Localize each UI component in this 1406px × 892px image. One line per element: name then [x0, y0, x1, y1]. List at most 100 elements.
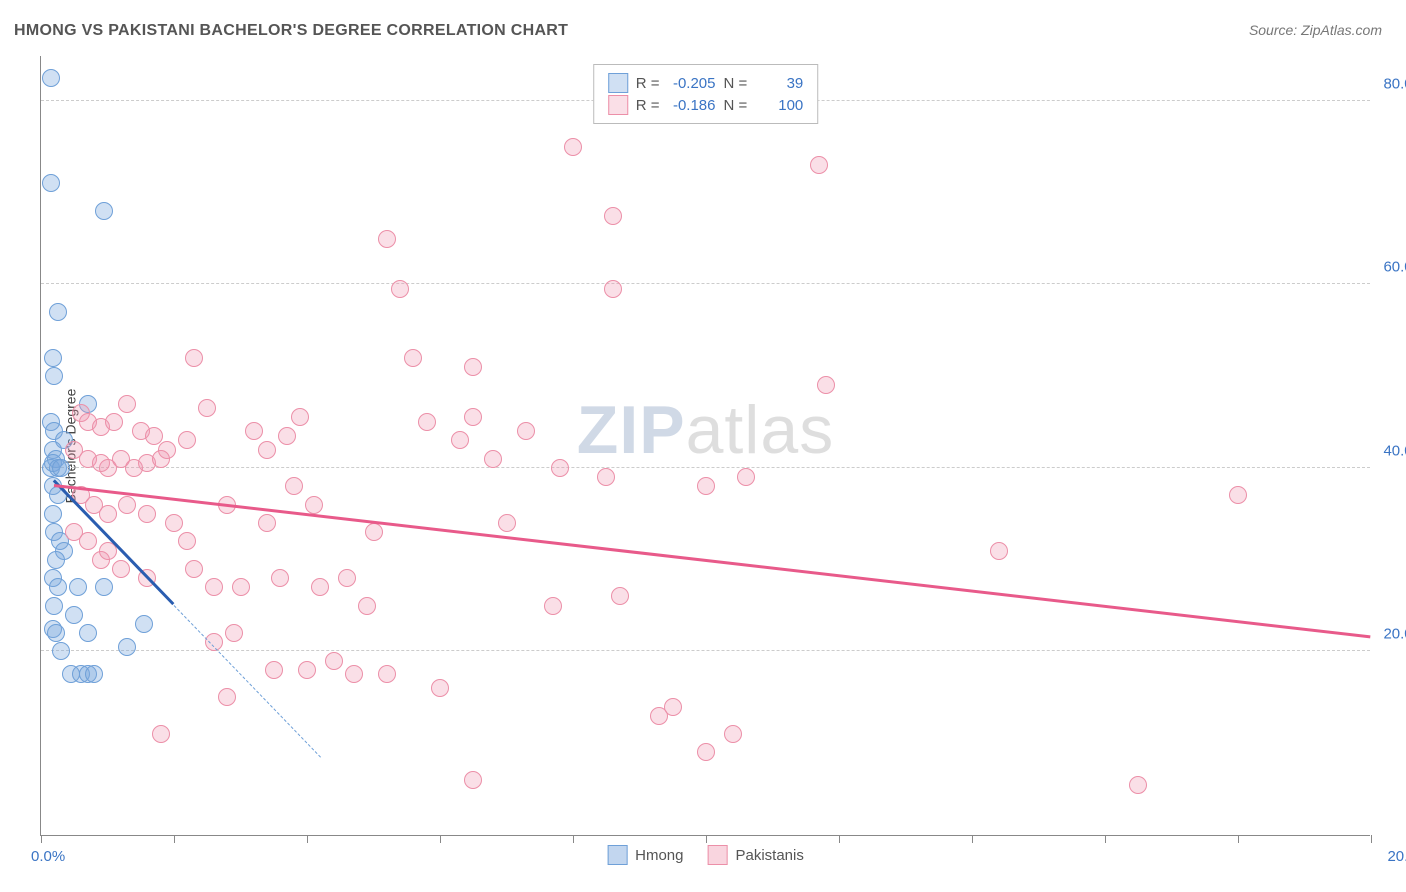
data-point	[118, 395, 136, 413]
data-point	[232, 578, 250, 596]
legend-row-pakistani: R = -0.186 N = 100	[608, 95, 804, 115]
data-point	[1229, 486, 1247, 504]
data-point	[152, 450, 170, 468]
data-point	[604, 207, 622, 225]
data-point	[118, 638, 136, 656]
legend-n-label: N =	[724, 97, 748, 114]
data-point	[285, 477, 303, 495]
data-point	[564, 138, 582, 156]
data-point	[135, 615, 153, 633]
legend-n-label: N =	[724, 75, 748, 92]
data-point	[79, 624, 97, 642]
data-point	[498, 514, 516, 532]
data-point	[42, 174, 60, 192]
data-point	[42, 69, 60, 87]
data-point	[484, 450, 502, 468]
data-point	[737, 468, 755, 486]
legend-swatch-hmong	[608, 73, 628, 93]
data-point	[597, 468, 615, 486]
data-point	[817, 376, 835, 394]
data-point	[47, 551, 65, 569]
data-point	[544, 597, 562, 615]
data-point	[69, 578, 87, 596]
data-point	[165, 514, 183, 532]
data-point	[338, 569, 356, 587]
data-point	[205, 578, 223, 596]
data-point	[185, 560, 203, 578]
data-point	[49, 303, 67, 321]
data-point	[378, 665, 396, 683]
legend-n-value-hmong: 39	[755, 75, 803, 92]
data-point	[325, 652, 343, 670]
y-tick-label: 20.0%	[1383, 626, 1406, 643]
data-point	[697, 743, 715, 761]
data-point	[45, 597, 63, 615]
data-point	[298, 661, 316, 679]
y-tick-label: 60.0%	[1383, 259, 1406, 276]
data-point	[265, 661, 283, 679]
data-point	[152, 725, 170, 743]
data-point	[611, 587, 629, 605]
data-point	[85, 665, 103, 683]
legend-label-hmong: Hmong	[635, 847, 683, 864]
data-point	[225, 624, 243, 642]
data-point	[358, 597, 376, 615]
data-point	[517, 422, 535, 440]
data-point	[218, 688, 236, 706]
legend-n-value-pakistani: 100	[755, 97, 803, 114]
data-point	[245, 422, 263, 440]
legend-item-pakistani: Pakistanis	[707, 845, 803, 865]
legend-row-hmong: R = -0.205 N = 39	[608, 73, 804, 93]
legend-item-hmong: Hmong	[607, 845, 683, 865]
data-point	[404, 349, 422, 367]
data-point	[178, 431, 196, 449]
data-point	[1129, 776, 1147, 794]
data-point	[47, 624, 65, 642]
data-point	[464, 771, 482, 789]
data-point	[95, 578, 113, 596]
data-point	[305, 496, 323, 514]
y-tick-label: 80.0%	[1383, 75, 1406, 92]
data-point	[278, 427, 296, 445]
source-label: Source: ZipAtlas.com	[1249, 22, 1382, 38]
data-point	[178, 532, 196, 550]
data-point	[65, 606, 83, 624]
legend-r-label: R =	[636, 97, 660, 114]
data-point	[464, 358, 482, 376]
data-point	[258, 514, 276, 532]
data-point	[271, 569, 289, 587]
data-point	[44, 349, 62, 367]
scatter-chart: Bachelor's Degree ZIPatlas R = -0.205 N …	[40, 56, 1370, 836]
data-point	[185, 349, 203, 367]
data-point	[451, 431, 469, 449]
data-point	[205, 633, 223, 651]
data-point	[198, 399, 216, 417]
correlation-legend: R = -0.205 N = 39 R = -0.186 N = 100	[593, 64, 819, 124]
data-point	[44, 505, 62, 523]
chart-title: HMONG VS PAKISTANI BACHELOR'S DEGREE COR…	[14, 22, 568, 40]
data-point	[52, 642, 70, 660]
data-point	[990, 542, 1008, 560]
x-axis-label-min: 0.0%	[31, 848, 65, 865]
data-point	[464, 408, 482, 426]
legend-label-pakistani: Pakistanis	[735, 847, 803, 864]
legend-swatch-pakistani	[707, 845, 727, 865]
data-point	[112, 560, 130, 578]
watermark-atlas: atlas	[686, 392, 835, 468]
data-point	[258, 441, 276, 459]
data-point	[45, 367, 63, 385]
legend-r-label: R =	[636, 75, 660, 92]
data-point	[810, 156, 828, 174]
data-point	[418, 413, 436, 431]
data-point	[79, 532, 97, 550]
data-point	[118, 496, 136, 514]
trendline-extrapolated	[174, 605, 321, 757]
data-point	[391, 280, 409, 298]
data-point	[724, 725, 742, 743]
data-point	[551, 459, 569, 477]
watermark: ZIPatlas	[577, 391, 834, 469]
data-point	[99, 505, 117, 523]
data-point	[95, 202, 113, 220]
data-point	[378, 230, 396, 248]
data-point	[311, 578, 329, 596]
